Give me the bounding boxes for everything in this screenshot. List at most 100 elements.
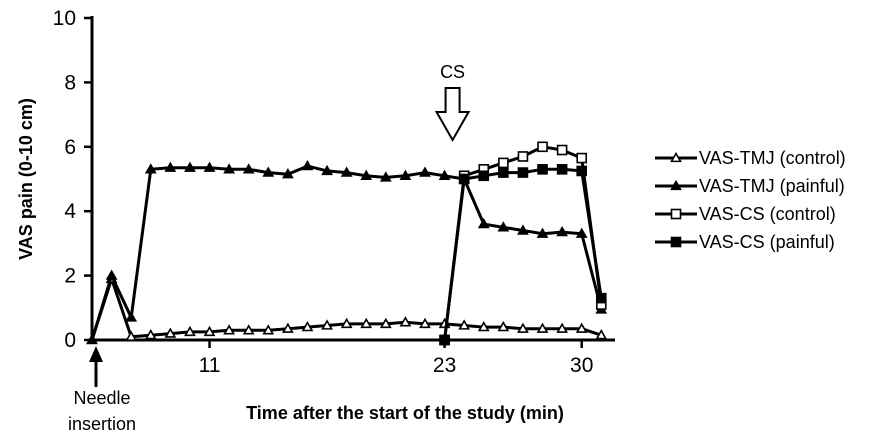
data-point — [575, 322, 588, 333]
axes: 0 2 4 6 8 10 11 23 30 Time after the start of the… — [16, 7, 615, 423]
data-point — [340, 166, 353, 177]
data-point — [556, 322, 568, 333]
data-point — [556, 226, 568, 237]
data-point — [282, 322, 294, 333]
needle-label-line1: Needle — [73, 388, 130, 408]
data-point — [478, 170, 490, 182]
data-point — [340, 317, 353, 329]
data-point — [498, 167, 509, 178]
x-axis-title: Time after the start of the study (min) — [246, 403, 564, 423]
y-tick-label: 8 — [64, 71, 76, 94]
data-point — [517, 322, 529, 333]
needle-label-line2: insertion — [68, 414, 136, 434]
data-point — [321, 319, 333, 330]
legend-item: VAS-CS (painful) — [655, 232, 835, 252]
data-point — [144, 329, 157, 340]
y-tick-label: 0 — [64, 329, 76, 352]
data-point — [105, 269, 118, 280]
data-point — [282, 168, 294, 179]
legend-marker — [670, 236, 682, 248]
data-point — [203, 161, 216, 172]
data-point — [301, 321, 314, 332]
data-point — [458, 173, 470, 185]
data-point — [164, 161, 177, 172]
data-point — [537, 164, 548, 175]
y-tick-label: 6 — [64, 136, 76, 159]
data-point — [125, 330, 138, 341]
annotation-layer: CS Needle insertion — [68, 62, 471, 434]
data-point — [576, 165, 588, 177]
cs-down-arrow-icon — [434, 87, 471, 143]
data-point — [184, 325, 196, 337]
legend-label: VAS-CS (control) — [699, 204, 836, 224]
data-point — [144, 163, 157, 174]
legend-item: VAS-TMJ (painful) — [655, 176, 845, 196]
cs-label: CS — [440, 62, 465, 82]
x-tick-label: 23 — [433, 354, 456, 377]
x-tick-label: 30 — [570, 354, 593, 377]
legend: VAS-TMJ (control) VAS-TMJ (painful) VAS-CS… — [655, 148, 846, 252]
data-point — [477, 217, 490, 229]
data-point — [223, 163, 235, 174]
y-tick-label: 10 — [53, 7, 76, 30]
data-point — [576, 152, 588, 164]
data-point — [203, 325, 216, 337]
y-tick-label: 2 — [64, 265, 76, 288]
data-point — [399, 316, 412, 327]
data-point — [164, 327, 177, 338]
data-point — [536, 322, 549, 333]
data-point — [125, 311, 138, 322]
data-point — [537, 141, 548, 153]
legend-label: VAS-TMJ (painful) — [699, 176, 845, 196]
data-point — [536, 227, 549, 238]
series-1 — [86, 160, 608, 345]
series-layer — [86, 141, 608, 346]
legend-marker — [670, 151, 682, 163]
data-point — [184, 161, 196, 172]
data-point — [379, 317, 392, 329]
data-point — [517, 224, 529, 235]
legend-marker — [670, 179, 682, 191]
data-point — [517, 167, 529, 178]
data-point — [223, 324, 235, 335]
data-point — [439, 334, 450, 346]
data-point — [379, 171, 392, 182]
legend-item: VAS-TMJ (control) — [655, 148, 846, 168]
data-point — [399, 169, 412, 180]
needle-up-arrow-icon — [89, 346, 103, 362]
data-point — [419, 317, 431, 329]
data-point — [595, 292, 607, 304]
data-point — [242, 324, 255, 335]
legend-item: VAS-CS (control) — [655, 204, 836, 224]
data-point — [301, 160, 314, 171]
x-tick-label: 11 — [199, 354, 221, 377]
data-point — [242, 163, 255, 174]
series-line — [443, 167, 603, 341]
legend-label: VAS-CS (painful) — [699, 232, 835, 252]
data-point — [595, 329, 608, 340]
data-point — [498, 157, 509, 169]
data-point — [556, 164, 568, 175]
data-point — [575, 227, 588, 238]
data-point — [458, 319, 471, 330]
y-tick-label: 4 — [64, 200, 76, 223]
data-point — [321, 164, 333, 176]
legend-marker — [670, 208, 682, 220]
series-0 — [86, 272, 608, 345]
data-point — [360, 169, 373, 180]
y-axis-title: VAS pain (0-10 cm) — [16, 98, 36, 260]
data-point — [262, 166, 275, 177]
series-line — [90, 164, 603, 341]
data-point — [556, 144, 568, 156]
legend-label: VAS-TMJ (control) — [699, 148, 846, 168]
series-3 — [439, 164, 607, 346]
data-point — [360, 317, 373, 329]
data-point — [477, 321, 490, 332]
data-point — [419, 166, 431, 177]
data-point — [438, 169, 451, 180]
data-point — [86, 333, 98, 345]
data-point — [262, 324, 275, 335]
data-point — [497, 321, 510, 332]
data-point — [497, 221, 510, 232]
